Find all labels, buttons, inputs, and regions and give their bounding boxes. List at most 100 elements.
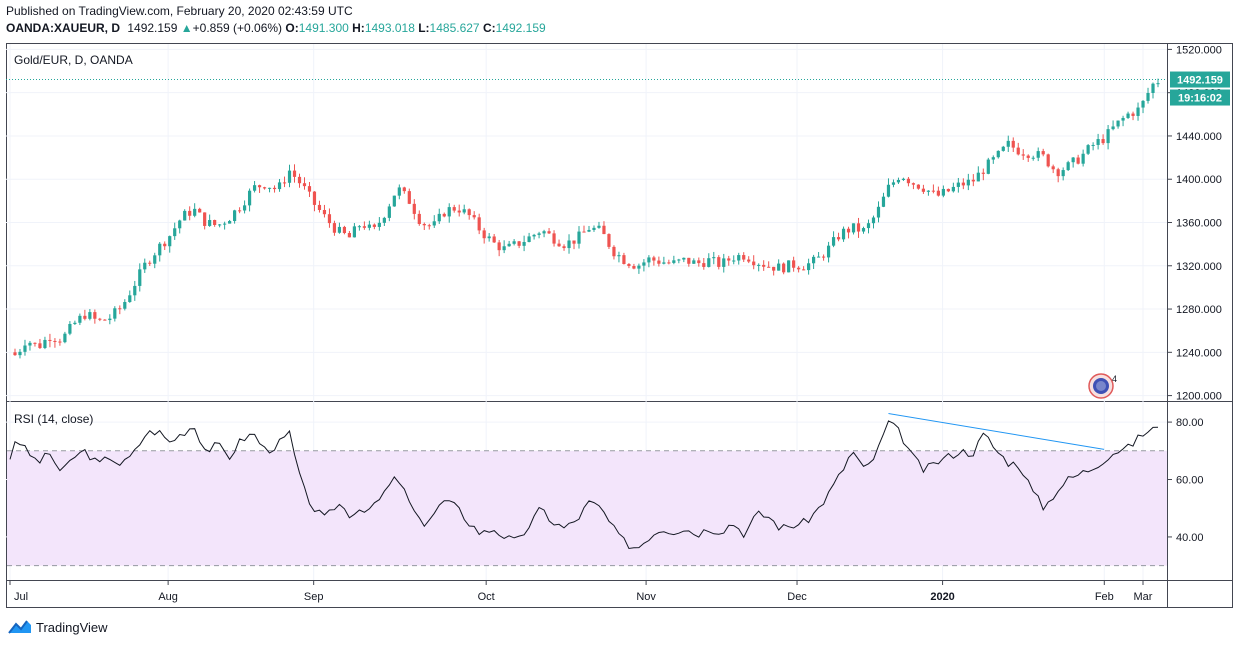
candle — [717, 255, 721, 270]
open-label: O: — [285, 21, 299, 35]
rsi-trendline[interactable] — [888, 412, 1105, 450]
rsi-tick-label: 60.00 — [1176, 475, 1204, 487]
candles — [13, 78, 1160, 359]
candle — [976, 166, 980, 182]
tradingview-logo-icon — [8, 620, 31, 634]
candle — [327, 208, 332, 228]
candle — [1046, 153, 1050, 168]
last-price-label: 1492.159 19:16:02 — [1170, 71, 1230, 106]
open-value: 1491.300 — [298, 21, 349, 35]
candle — [387, 203, 391, 222]
candle — [53, 338, 57, 348]
candle — [1111, 120, 1115, 131]
candle — [1116, 120, 1120, 129]
rsi-tick-label: 40.00 — [1176, 532, 1204, 544]
candle — [158, 242, 162, 262]
candle — [262, 186, 267, 190]
candle — [1041, 148, 1045, 157]
candle — [218, 224, 222, 228]
up-arrow-icon: ▲ — [180, 21, 193, 35]
candle — [727, 255, 731, 266]
y-tick-label: 1320.000 — [1176, 261, 1222, 273]
candle — [722, 253, 726, 273]
candle — [851, 223, 856, 235]
candle — [612, 245, 616, 260]
candle — [657, 256, 661, 267]
published-line: Published on TradingView.com, February 2… — [6, 4, 353, 18]
candle — [1131, 111, 1135, 121]
candle — [287, 164, 292, 188]
candle — [257, 184, 262, 193]
candle — [427, 223, 431, 230]
close-value: 1492.159 — [495, 21, 546, 35]
x-tick-label: 2020 — [930, 591, 954, 603]
candle — [647, 255, 651, 268]
candle — [118, 305, 122, 315]
candle — [502, 240, 506, 254]
candle — [1136, 102, 1140, 121]
candle — [652, 255, 656, 266]
candle — [422, 222, 426, 231]
candle — [1151, 82, 1155, 99]
candle — [357, 225, 361, 231]
events-badge-icon[interactable] — [1088, 373, 1114, 399]
candle — [168, 235, 172, 253]
x-tick-label: Sep — [304, 591, 324, 603]
candle — [702, 257, 706, 270]
candle — [906, 176, 911, 187]
candle — [188, 206, 192, 221]
candle — [816, 252, 821, 258]
candle — [317, 200, 322, 213]
candle — [597, 221, 601, 229]
candle — [622, 252, 626, 265]
events-badge-count: 4 — [1112, 374, 1117, 384]
candle — [936, 186, 940, 197]
candle — [292, 164, 297, 183]
candle — [48, 333, 52, 348]
candle — [951, 182, 955, 193]
candle — [252, 181, 257, 193]
candle — [876, 201, 881, 223]
candle — [402, 186, 406, 194]
candle — [707, 253, 711, 268]
candle — [592, 225, 596, 232]
candle — [712, 251, 716, 265]
candle — [577, 226, 581, 249]
candle — [307, 182, 312, 197]
candle — [93, 309, 97, 324]
brand[interactable]: TradingView — [8, 619, 108, 635]
candle — [1081, 149, 1085, 167]
x-tick-label: Feb — [1095, 591, 1114, 603]
y-tick-label: 1200.000 — [1176, 391, 1222, 403]
candle — [223, 221, 227, 230]
x-tick-label: Nov — [636, 591, 656, 603]
candle — [272, 185, 277, 193]
candle — [228, 219, 232, 224]
y-tick-label: 1280.000 — [1176, 304, 1222, 316]
candle — [372, 223, 376, 230]
candle — [886, 178, 891, 198]
candle — [78, 313, 82, 326]
candle — [826, 241, 831, 263]
candle — [108, 314, 112, 325]
symbol-label: OANDA:XAUEUR, D — [6, 21, 120, 35]
candle — [891, 179, 896, 188]
candle — [412, 199, 416, 220]
candle — [627, 263, 631, 269]
candle — [1141, 100, 1145, 114]
candle — [1071, 156, 1075, 168]
candle — [732, 255, 736, 265]
candle — [1016, 142, 1020, 156]
candle — [881, 192, 886, 208]
candle — [113, 306, 117, 322]
candle — [662, 256, 666, 265]
candle — [1031, 155, 1035, 161]
candle — [297, 173, 302, 188]
candle — [527, 232, 531, 243]
rsi-line — [9, 420, 1159, 550]
brand-label: TradingView — [36, 619, 108, 635]
candle — [522, 235, 526, 252]
candle — [247, 188, 252, 212]
candle — [986, 157, 990, 175]
